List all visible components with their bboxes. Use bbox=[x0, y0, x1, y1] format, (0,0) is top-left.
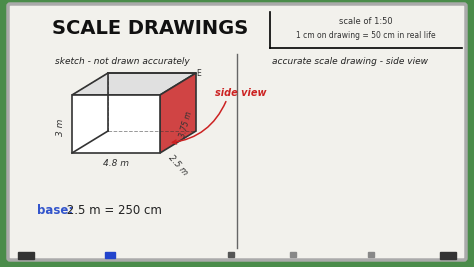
Text: side view: side view bbox=[215, 88, 267, 98]
Text: sketch - not drawn accurately: sketch - not drawn accurately bbox=[55, 57, 190, 66]
Bar bbox=[228, 252, 234, 257]
FancyBboxPatch shape bbox=[8, 4, 466, 260]
FancyArrowPatch shape bbox=[173, 101, 226, 144]
Polygon shape bbox=[160, 73, 196, 153]
Bar bbox=[290, 252, 296, 257]
Text: base:: base: bbox=[37, 203, 73, 217]
Bar bbox=[440, 252, 456, 259]
Text: accurate scale drawing - side view: accurate scale drawing - side view bbox=[272, 57, 428, 66]
Text: SCALE DRAWINGS: SCALE DRAWINGS bbox=[52, 18, 248, 37]
Text: E: E bbox=[197, 69, 201, 78]
Text: 4.8 m: 4.8 m bbox=[103, 159, 129, 168]
Text: 2.5 m: 2.5 m bbox=[166, 153, 190, 177]
Text: 3.75 m: 3.75 m bbox=[178, 110, 194, 138]
Text: 1 cm on drawing = 50 cm in real life: 1 cm on drawing = 50 cm in real life bbox=[296, 32, 436, 41]
Bar bbox=[18, 252, 34, 259]
Text: 3 m: 3 m bbox=[56, 118, 65, 136]
Bar bbox=[368, 252, 374, 257]
Text: scale of 1:50: scale of 1:50 bbox=[339, 18, 393, 26]
Polygon shape bbox=[72, 73, 196, 95]
Text: 2.5 m = 250 cm: 2.5 m = 250 cm bbox=[63, 203, 162, 217]
Bar bbox=[105, 252, 115, 258]
Polygon shape bbox=[72, 95, 160, 153]
